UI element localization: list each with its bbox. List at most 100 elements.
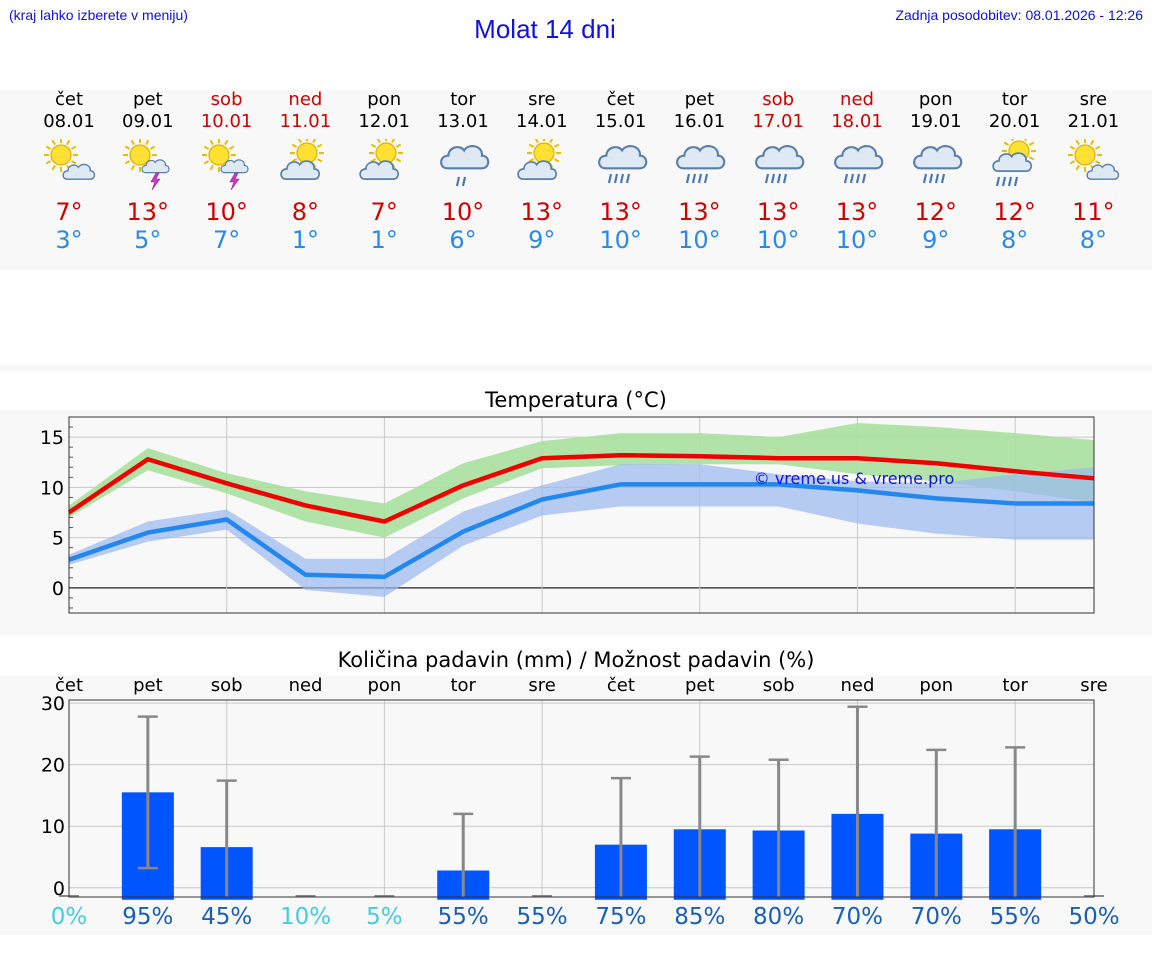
precip-day-label: čet [606,675,635,696]
precipitation-probability: 80% [753,904,805,930]
sun-ray [298,137,303,144]
rain-drop [461,176,467,187]
sun [1068,138,1103,172]
max-temperature: 11° [1072,198,1115,226]
precipitation-probability: 70% [831,904,884,930]
min-temperature: 5° [134,226,162,254]
precipitation-probability: 95% [122,904,174,930]
sun-ray [51,164,56,171]
min-temperature: 7° [212,226,241,254]
day-name: tor [450,89,476,110]
sun-ray [548,137,554,144]
day-name: pon [918,89,953,110]
sun-ray [149,145,156,150]
rain-drop [607,173,612,184]
cloud [220,159,249,174]
cloud [991,152,1032,172]
cloud-shape [676,145,726,170]
lightning [150,172,161,191]
rain-drop [855,173,861,184]
sun-ray [317,158,323,163]
sun-cloud-icon-graphic [1068,138,1120,180]
precip-day-label: pet [684,675,715,696]
min-temperature: 1° [291,226,320,254]
temperature-chart: 0 5 10 15 © vreme.us & vreme.pro [40,416,1095,614]
cloud-sun-icon-graphic [280,136,325,180]
sun-ray [292,143,298,148]
rain-drop [771,173,776,184]
rain-drop [698,173,703,184]
sun-disc [296,142,318,164]
location-menu-hint: (kraj lahko izberete v meniju) [9,7,188,23]
sun-ray [292,158,298,163]
cloud [440,145,490,170]
cloud-shape [280,160,321,180]
sun-ray [70,160,77,165]
precipitation-probability: 55% [437,904,489,930]
cloud-sun-icon-graphic [517,136,561,180]
sun-ray [209,139,214,146]
sun-ray [124,145,130,150]
rain-drop [1013,176,1018,187]
cloud-sun-icon-graphic [359,136,404,180]
cloud-shape [440,145,490,170]
heavy-rain-icon-graphic [597,145,647,184]
max-temperature: 12° [993,198,1036,226]
max-temperature: 13° [126,198,170,226]
sun-ray [1070,145,1076,150]
max-temperature: 12° [914,198,958,226]
precipitation-probability: 75% [595,904,647,930]
sun-ray [1076,139,1081,146]
heavy-rain-icon-graphic [912,145,963,184]
min-temperature: 10° [678,226,721,254]
sun-disc [207,144,230,166]
cloud [517,160,557,180]
sun-ray [130,164,135,171]
min-temperature-line [68,482,1094,580]
cloud-sun-icon [344,136,424,191]
day-date: 12.01 [358,111,410,132]
cloud-shape [755,145,805,170]
sun-ray [130,139,135,146]
cloud-rain-icon [423,139,503,191]
min-temperature: 8° [1000,226,1029,254]
precip-day-label: tor [450,675,476,696]
divider [0,365,1152,371]
plot-frame [68,699,1095,898]
precip-day-label: pon [919,675,954,696]
min-temperature: 6° [449,226,477,254]
max-temperature-line [67,452,1095,524]
cloud-shape [359,160,400,180]
sun-ray [1023,135,1028,142]
day-date: 13.01 [437,111,489,132]
max-temperature: 13° [678,198,721,226]
day-date: 16.01 [673,111,726,132]
cloud [834,145,884,170]
rain-drop [928,173,933,184]
cloud-sun-icon [502,136,582,191]
day-name: sob [210,89,243,110]
y-tick-label: 30 [41,693,65,715]
precipitation-chart: 0 10 20 30 [41,693,1104,900]
sun-ray [228,145,234,150]
sun-disc [533,142,555,164]
sun-ray [45,145,52,150]
cloud-shape [220,159,249,174]
sun-ray [45,160,52,165]
sun-ray [203,160,209,165]
max-temperature: 10° [441,198,485,226]
sun-ray [203,145,209,150]
sun-rain-icon [975,134,1055,191]
day-date: 17.01 [752,111,804,132]
sun-ray [370,158,377,163]
sun-cloud-icon-graphic [44,138,96,180]
day-name: pet [684,89,715,110]
day-name: tor [1001,89,1028,110]
rain-drop [849,173,855,184]
sun-ray [312,137,317,144]
min-temperature: 9° [922,226,950,254]
rain-drop [704,173,709,184]
precip-day-label: ned [840,675,875,696]
min-range-band [69,464,1094,597]
rain-drop [940,173,945,184]
